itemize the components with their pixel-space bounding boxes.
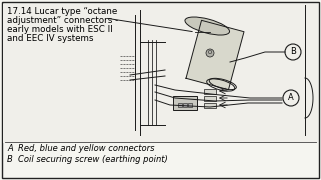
Text: and EEC IV systems: and EEC IV systems: [7, 34, 93, 43]
FancyBboxPatch shape: [173, 96, 197, 110]
Circle shape: [283, 90, 299, 106]
Text: B: B: [290, 48, 296, 57]
FancyBboxPatch shape: [3, 4, 318, 143]
Bar: [188, 103, 192, 107]
Bar: [204, 96, 216, 101]
Bar: [183, 103, 187, 107]
Bar: [178, 103, 182, 107]
Circle shape: [285, 44, 301, 60]
Polygon shape: [186, 20, 244, 90]
Text: A: A: [288, 93, 294, 102]
Bar: [204, 89, 216, 94]
Ellipse shape: [185, 17, 230, 35]
Circle shape: [206, 49, 214, 57]
Text: adjustment” connectors -: adjustment” connectors -: [7, 16, 118, 25]
Text: B  Coil securing screw (earthing point): B Coil securing screw (earthing point): [7, 155, 168, 164]
Bar: [204, 103, 216, 108]
Text: 17.14 Lucar type “octane: 17.14 Lucar type “octane: [7, 7, 117, 16]
Text: O: O: [208, 51, 212, 55]
Text: early models with ESC II: early models with ESC II: [7, 25, 113, 34]
Text: A  Red, blue and yellow connectors: A Red, blue and yellow connectors: [7, 144, 154, 153]
